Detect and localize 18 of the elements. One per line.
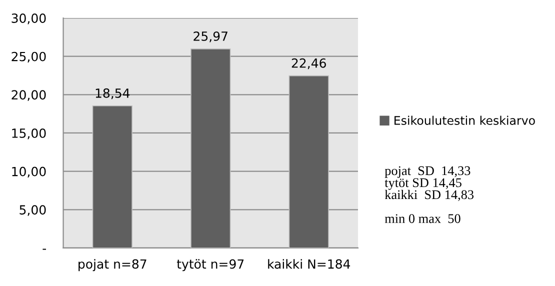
text: pojat SD 14,33 tytöt SD 14,45 kaikki SD 14,83 min 0 max 50 <box>384 166 474 224</box>
y-tick-label: 30,00 <box>12 13 46 24</box>
y-tick-label: 15,00 <box>12 128 46 140</box>
y-tick-label: 10,00 <box>12 166 46 178</box>
x-tick-label: kaikki N=184 <box>268 259 350 269</box>
x-tick-label: pojat n=87 <box>78 259 146 272</box>
bar <box>288 75 329 248</box>
data-label: 18,54 <box>96 88 130 100</box>
y-tick-label: 25,00 <box>12 52 46 63</box>
legend-label: Esikoulutestin keskiarvo <box>394 116 535 125</box>
bar <box>190 48 231 248</box>
data-label: 22,46 <box>292 58 326 70</box>
bar <box>92 105 132 248</box>
data-label: 25,97 <box>194 31 228 42</box>
y-tick-label: 20,00 <box>12 90 46 101</box>
x-tick-label: tytöt n=97 <box>176 259 244 272</box>
y-tick-label: 5,00 <box>20 205 46 216</box>
y-tick-label: - <box>42 248 46 250</box>
